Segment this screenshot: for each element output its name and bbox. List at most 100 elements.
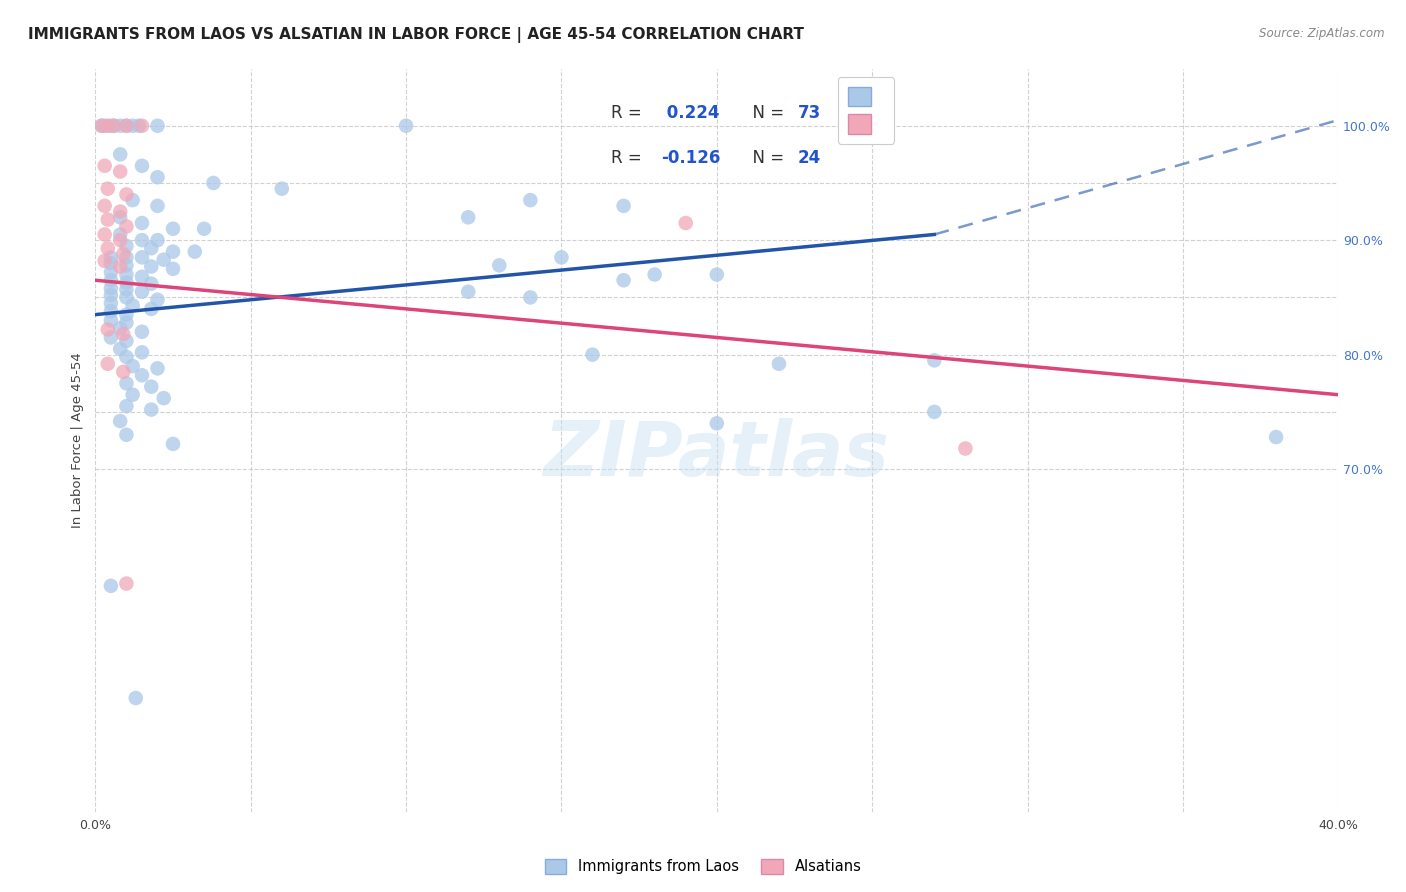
Point xyxy=(131,345,153,359)
Text: 0.224: 0.224 xyxy=(661,104,720,122)
Point xyxy=(550,251,572,265)
Point xyxy=(115,427,138,442)
Point xyxy=(115,187,138,202)
Point xyxy=(519,193,541,207)
Text: IMMIGRANTS FROM LAOS VS ALSATIAN IN LABOR FORCE | AGE 45-54 CORRELATION CHART: IMMIGRANTS FROM LAOS VS ALSATIAN IN LABO… xyxy=(28,27,804,43)
Point xyxy=(100,288,122,302)
Point xyxy=(924,405,946,419)
Point xyxy=(131,251,153,265)
Text: R =: R = xyxy=(612,104,647,122)
Point xyxy=(121,298,143,312)
Point xyxy=(108,342,131,356)
Text: N =: N = xyxy=(742,149,789,167)
Point xyxy=(112,247,135,261)
Point xyxy=(100,273,122,287)
Point xyxy=(108,204,131,219)
Point xyxy=(108,119,131,133)
Point xyxy=(93,159,115,173)
Point xyxy=(108,211,131,225)
Point xyxy=(100,304,122,318)
Point xyxy=(162,437,184,451)
Legend: Immigrants from Laos, Alsatians: Immigrants from Laos, Alsatians xyxy=(538,853,868,880)
Point xyxy=(100,119,122,133)
Point xyxy=(146,361,169,376)
Point xyxy=(93,119,115,133)
Point xyxy=(141,402,163,417)
Point xyxy=(581,348,603,362)
Point xyxy=(121,359,143,373)
Point xyxy=(108,414,131,428)
Point xyxy=(115,282,138,296)
Point xyxy=(115,119,138,133)
Point xyxy=(115,334,138,348)
Point xyxy=(115,290,138,304)
Point xyxy=(115,350,138,364)
Point xyxy=(100,281,122,295)
Point xyxy=(93,253,115,268)
Point xyxy=(519,290,541,304)
Point xyxy=(115,219,138,234)
Point xyxy=(162,244,184,259)
Point xyxy=(457,285,479,299)
Text: N =: N = xyxy=(742,104,789,122)
Point xyxy=(115,316,138,330)
Point xyxy=(146,233,169,247)
Point xyxy=(97,357,120,371)
Point xyxy=(115,376,138,391)
Point xyxy=(108,260,131,274)
Point xyxy=(115,251,138,265)
Point xyxy=(395,119,418,133)
Point xyxy=(108,227,131,242)
Point xyxy=(115,576,138,591)
Point xyxy=(115,259,138,273)
Point xyxy=(131,119,153,133)
Point xyxy=(125,691,148,706)
Point xyxy=(115,399,138,413)
Point xyxy=(115,268,138,282)
Point xyxy=(93,199,115,213)
Point xyxy=(146,293,169,307)
Point xyxy=(100,579,122,593)
Point xyxy=(100,330,122,344)
Point xyxy=(121,387,143,401)
Point xyxy=(108,321,131,335)
Point xyxy=(115,308,138,322)
Point xyxy=(270,182,292,196)
Point xyxy=(152,252,174,267)
Point xyxy=(121,119,143,133)
Point xyxy=(184,244,207,259)
Point xyxy=(103,119,125,133)
Point xyxy=(100,265,122,279)
Point xyxy=(108,164,131,178)
Point xyxy=(97,212,120,227)
Point xyxy=(97,322,120,336)
Point xyxy=(613,199,636,213)
Text: -0.126: -0.126 xyxy=(661,149,720,167)
Point xyxy=(706,417,728,431)
Point xyxy=(706,268,728,282)
Point xyxy=(131,325,153,339)
Point xyxy=(121,193,143,207)
Point xyxy=(112,326,135,341)
Point xyxy=(115,119,138,133)
Point xyxy=(108,147,131,161)
Point xyxy=(162,261,184,276)
Point xyxy=(115,276,138,290)
Point xyxy=(141,260,163,274)
Point xyxy=(131,159,153,173)
Point xyxy=(457,211,479,225)
Point xyxy=(146,199,169,213)
Point xyxy=(112,365,135,379)
Point xyxy=(97,182,120,196)
Point xyxy=(128,119,150,133)
Point xyxy=(924,353,946,368)
Point xyxy=(613,273,636,287)
Point xyxy=(141,277,163,291)
Legend: , : , xyxy=(838,77,894,144)
Text: R =: R = xyxy=(612,149,647,167)
Point xyxy=(100,296,122,310)
Point xyxy=(146,170,169,185)
Point xyxy=(644,268,666,282)
Point xyxy=(131,233,153,247)
Point xyxy=(100,256,122,270)
